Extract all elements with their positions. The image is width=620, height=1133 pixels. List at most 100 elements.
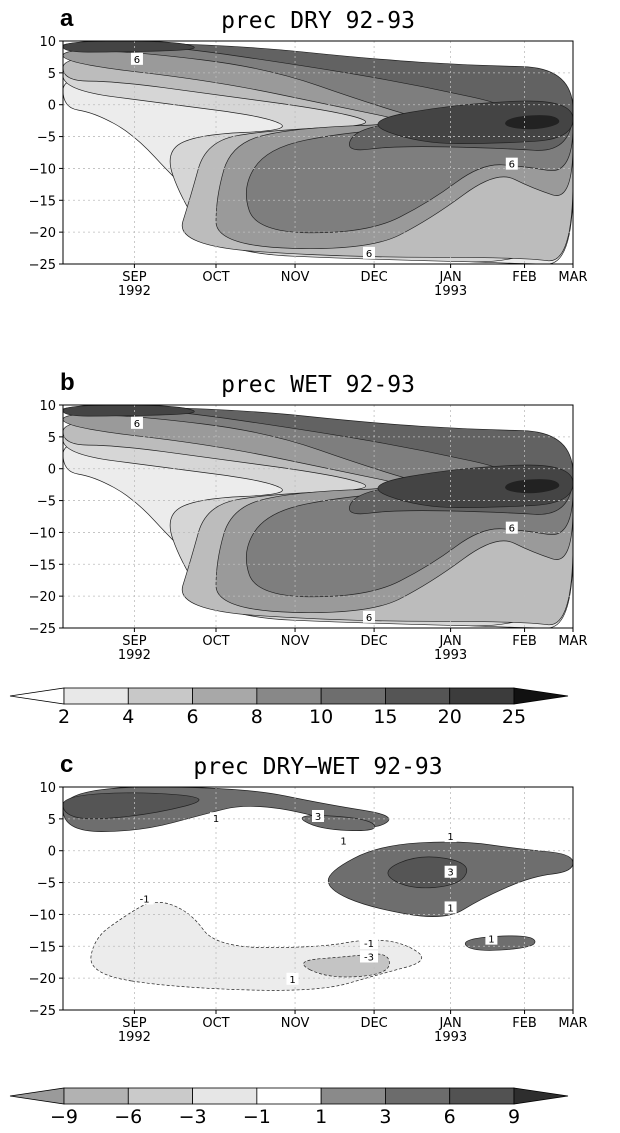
contour-label-box [444, 865, 457, 878]
x-tick-month: SEP [122, 1016, 146, 1031]
colorbar-level-label: 4 [122, 706, 134, 728]
y-tick-label: −25 [29, 622, 56, 637]
x-tick-month: DEC [360, 634, 387, 649]
colorbar-swatch [449, 687, 515, 705]
y-tick-label: −25 [29, 258, 56, 273]
colorbar-level-label: 20 [438, 706, 462, 728]
colorbar-difference: −9 −6 −3 −1 1 3 6 9 [9, 1087, 569, 1128]
colorbar-swatch [127, 1087, 193, 1105]
chart-title: prec DRY−WET 92-93 [193, 754, 442, 780]
x-tick-month: OCT [202, 634, 229, 649]
colorbar-level-label: 25 [502, 706, 526, 728]
y-tick-label: −15 [29, 940, 56, 955]
y-tick-label: 0 [48, 463, 56, 478]
contour-label: -1 [364, 939, 374, 950]
contour-label: 3 [447, 868, 453, 879]
x-tick-year: 1992 [118, 1030, 151, 1045]
x-tick-year: 1992 [118, 284, 151, 299]
plot-frame [62, 404, 574, 629]
panel-a: a prec DRY 92-936661050−5−10−15−20−25SEP1… [29, 5, 588, 299]
x-tick-month: DEC [360, 1016, 387, 1031]
x-tick-year: 1993 [434, 1030, 467, 1045]
x-tick-month: JAN [438, 634, 461, 649]
contour-label-box [286, 972, 299, 985]
colorbar-lower-arrow [9, 687, 65, 705]
colorbar-swatch [320, 687, 386, 705]
y-tick-label: −5 [37, 495, 56, 510]
y-tick-label: −5 [37, 877, 56, 892]
colorbar-swatch [192, 1087, 258, 1105]
colorbar-level-label: 1 [315, 1106, 327, 1128]
colorbar-swatch [320, 1087, 386, 1105]
colorbar-level-label: 6 [444, 1106, 456, 1128]
chart-title: prec DRY 92-93 [221, 8, 415, 34]
x-tick-month: NOV [281, 634, 310, 649]
contour-label-box [363, 610, 375, 623]
x-tick-month: DEC [360, 270, 387, 285]
contour-label-box [485, 932, 498, 945]
colorbar-swatch [385, 1087, 451, 1105]
colorbar-upper-arrow [513, 687, 569, 705]
y-tick-label: −20 [29, 972, 56, 987]
x-tick-month: OCT [202, 1016, 229, 1031]
colorbar-level-label: 6 [187, 706, 199, 728]
contour-label-box [130, 52, 143, 65]
x-tick-month: NOV [281, 270, 310, 285]
colorbar-level-label: −3 [179, 1106, 207, 1128]
colorbar-lower-arrow [9, 1087, 65, 1105]
y-tick-label: −5 [37, 131, 56, 146]
x-tick-month: SEP [122, 634, 146, 649]
x-tick-month: JAN [438, 270, 461, 285]
y-tick-label: 0 [48, 845, 56, 860]
contour-label: 6 [134, 419, 140, 430]
colorbar-swatch [63, 687, 129, 705]
colorbar-swatch [256, 687, 322, 705]
x-tick-month: OCT [202, 270, 229, 285]
x-tick-month: NOV [281, 1016, 310, 1031]
contour-label: -1 [140, 895, 150, 906]
contour-label-box [444, 901, 457, 914]
colorbar-level-label: −6 [114, 1106, 142, 1128]
contour-label: 1 [447, 903, 453, 914]
colorbar-swatch [127, 687, 193, 705]
colorbar-level-label: 8 [251, 706, 263, 728]
contour-label-box [210, 812, 222, 825]
contour-label: 3 [315, 812, 321, 823]
panel-b: b prec WET 92-936661050−5−10−15−20−25SEP1… [29, 369, 588, 663]
x-tick-year: 1992 [118, 648, 151, 663]
contour-label-box [360, 937, 378, 950]
contour-label: 6 [509, 524, 515, 535]
y-tick-label: −15 [29, 194, 56, 209]
contour-label: 6 [366, 613, 372, 624]
chart-title: prec WET 92-93 [221, 372, 415, 398]
panel-label: b [60, 369, 75, 396]
colorbar-swatch [385, 687, 451, 705]
colorbar-swatch [192, 687, 258, 705]
plot-frame [62, 786, 574, 1011]
y-tick-label: −20 [29, 590, 56, 605]
contour-label: 1 [488, 935, 494, 946]
x-tick-year: 1993 [434, 284, 467, 299]
y-tick-label: 5 [48, 67, 56, 82]
contour-label: 1 [213, 814, 219, 825]
colorbar-level-label: 9 [508, 1106, 520, 1128]
contour-region-7 [505, 479, 560, 494]
contour-label: 1 [447, 832, 453, 843]
contour-label: 1 [340, 837, 346, 848]
contour-label: 1 [289, 975, 295, 986]
contour-region-8 [63, 41, 195, 53]
contour-label-box [360, 950, 378, 963]
contour-region-4 [63, 792, 200, 820]
colorbar-upper-arrow [513, 1087, 569, 1105]
y-tick-label: −20 [29, 226, 56, 241]
contour-label-box [444, 830, 457, 843]
contour-label-box [505, 157, 518, 170]
x-tick-month: JAN [438, 1016, 461, 1031]
plot-area: 6 6 6 [63, 41, 573, 264]
y-tick-label: −10 [29, 526, 56, 541]
colorbar-level-label: 3 [379, 1106, 391, 1128]
x-tick-month: FEB [512, 634, 537, 649]
contour-region-3 [387, 856, 468, 889]
contour-label: 6 [134, 55, 140, 66]
